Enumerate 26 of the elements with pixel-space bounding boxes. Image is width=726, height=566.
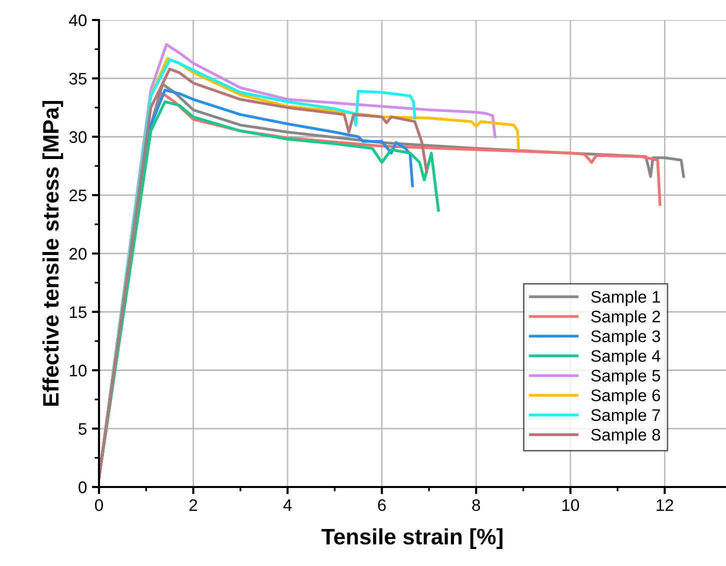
x-tick-label: 0 [95, 499, 103, 512]
x-axis-title: Tensile strain [%] [322, 528, 502, 549]
x-tick-label: 4 [283, 499, 292, 511]
legend-label: Sample 1 [591, 290, 660, 306]
x-tick-label: 2 [189, 499, 198, 511]
y-tick-label: 20 [69, 248, 87, 260]
y-tick-label: 10 [70, 364, 87, 376]
y-axis-title: Effective tensile stress [MPa] [42, 100, 64, 406]
y-tick-label: 0 [78, 481, 87, 494]
y-tick-label: 30 [69, 131, 87, 143]
y-tick-label: 5 [78, 423, 86, 435]
legend-label: Sample 6 [591, 389, 660, 405]
y-tick-label: 25 [69, 190, 86, 202]
legend-label: Sample 4 [591, 350, 660, 366]
legend-label: Sample 8 [591, 428, 660, 444]
legend-label: Sample 3 [591, 330, 660, 346]
y-tick-label: 15 [70, 306, 86, 318]
y-tick-label: 40 [69, 14, 87, 26]
legend-label: Sample 7 [591, 408, 660, 424]
x-tick-label: 10 [562, 499, 580, 512]
legend-label: Sample 5 [591, 369, 660, 385]
legend-label: Sample 2 [591, 310, 660, 326]
x-tick-label: 8 [472, 499, 480, 512]
x-tick-label: 12 [656, 499, 674, 511]
y-tick-label: 35 [69, 72, 86, 85]
x-tick-label: 6 [378, 499, 386, 512]
